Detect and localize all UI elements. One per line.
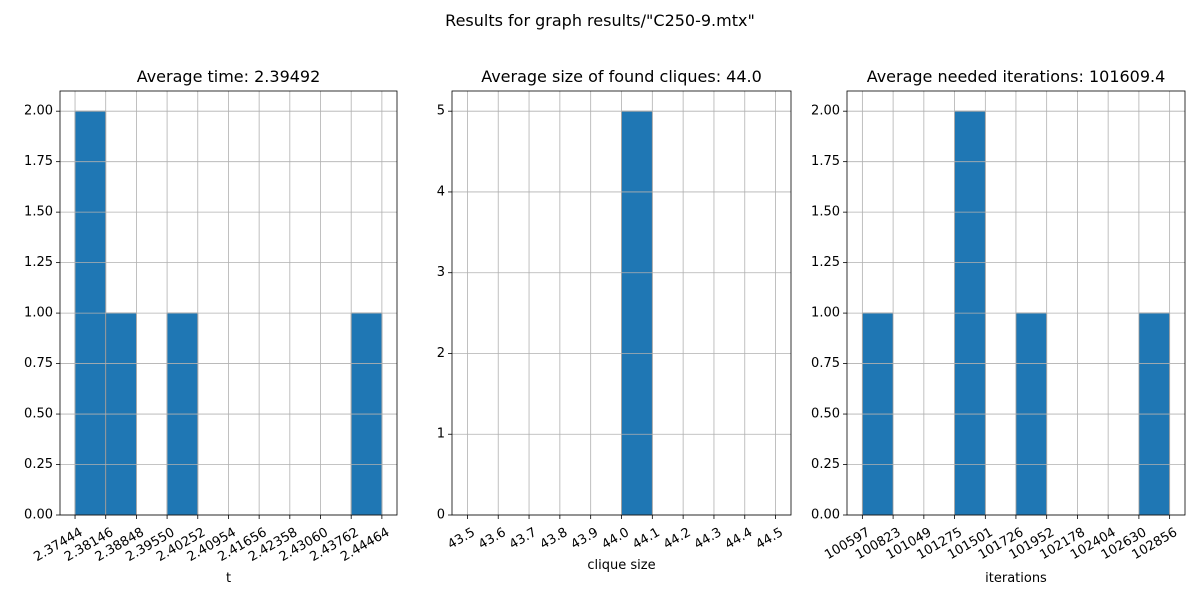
y-tick-label: 0.75 [811, 356, 840, 371]
y-tick-label: 1.50 [811, 205, 840, 220]
y-tick-label: 1.50 [24, 205, 53, 220]
chart-panel-1: 2.374442.381462.388482.395502.402522.409… [24, 67, 398, 586]
x-axis-label: iterations [985, 571, 1047, 586]
x-tick-label: 43.9 [569, 525, 602, 552]
y-tick-label: 0.25 [811, 457, 840, 472]
panel-title: Average size of found cliques: 44.0 [481, 67, 762, 86]
y-tick-label: 1.00 [811, 306, 840, 321]
y-tick-label: 0.75 [24, 356, 53, 371]
x-tick-label: 44.4 [723, 525, 756, 552]
x-tick-label: 44.3 [692, 525, 725, 552]
chart-panel-3: 1005971008231010491012751015011017261019… [811, 67, 1186, 586]
x-tick-label: 43.5 [445, 525, 478, 552]
x-tick-label: 43.8 [538, 525, 571, 552]
y-tick-label: 0.25 [24, 457, 53, 472]
y-tick-label: 1.25 [811, 255, 840, 270]
y-tick-label: 0 [437, 508, 445, 523]
x-tick-label: 43.6 [476, 525, 509, 552]
y-tick-label: 0.50 [24, 407, 53, 422]
y-tick-label: 1.75 [24, 154, 53, 169]
y-tick-label: 1.75 [811, 154, 840, 169]
panel-title: Average needed iterations: 101609.4 [867, 67, 1166, 86]
y-tick-label: 0.50 [811, 407, 840, 422]
y-tick-label: 1 [437, 427, 445, 442]
x-tick-label: 44.0 [599, 525, 632, 552]
y-tick-label: 5 [437, 104, 445, 119]
y-tick-label: 2.00 [811, 104, 840, 119]
x-axis-label: t [226, 571, 231, 586]
y-tick-label: 2 [437, 346, 445, 361]
y-tick-label: 0.00 [811, 508, 840, 523]
histogram-panels: 2.374442.381462.388482.395502.402522.409… [24, 67, 1186, 586]
y-tick-label: 3 [437, 265, 445, 280]
panel-title: Average time: 2.39492 [137, 67, 321, 86]
chart-panel-2: 43.543.643.743.843.944.044.144.244.344.4… [437, 67, 792, 573]
y-tick-label: 2.00 [24, 104, 53, 119]
x-tick-label: 44.1 [630, 525, 663, 552]
y-tick-label: 1.25 [24, 255, 53, 270]
histogram-bar [621, 110, 653, 516]
x-tick-label: 44.5 [753, 525, 786, 552]
x-tick-label: 44.2 [661, 525, 694, 552]
y-tick-label: 4 [437, 184, 445, 199]
x-tick-label: 43.7 [507, 525, 540, 552]
y-tick-label: 0.00 [24, 508, 53, 523]
figure-suptitle: Results for graph results/"C250-9.mtx" [445, 11, 755, 30]
x-axis-label: clique size [587, 558, 655, 573]
y-tick-label: 1.00 [24, 306, 53, 321]
